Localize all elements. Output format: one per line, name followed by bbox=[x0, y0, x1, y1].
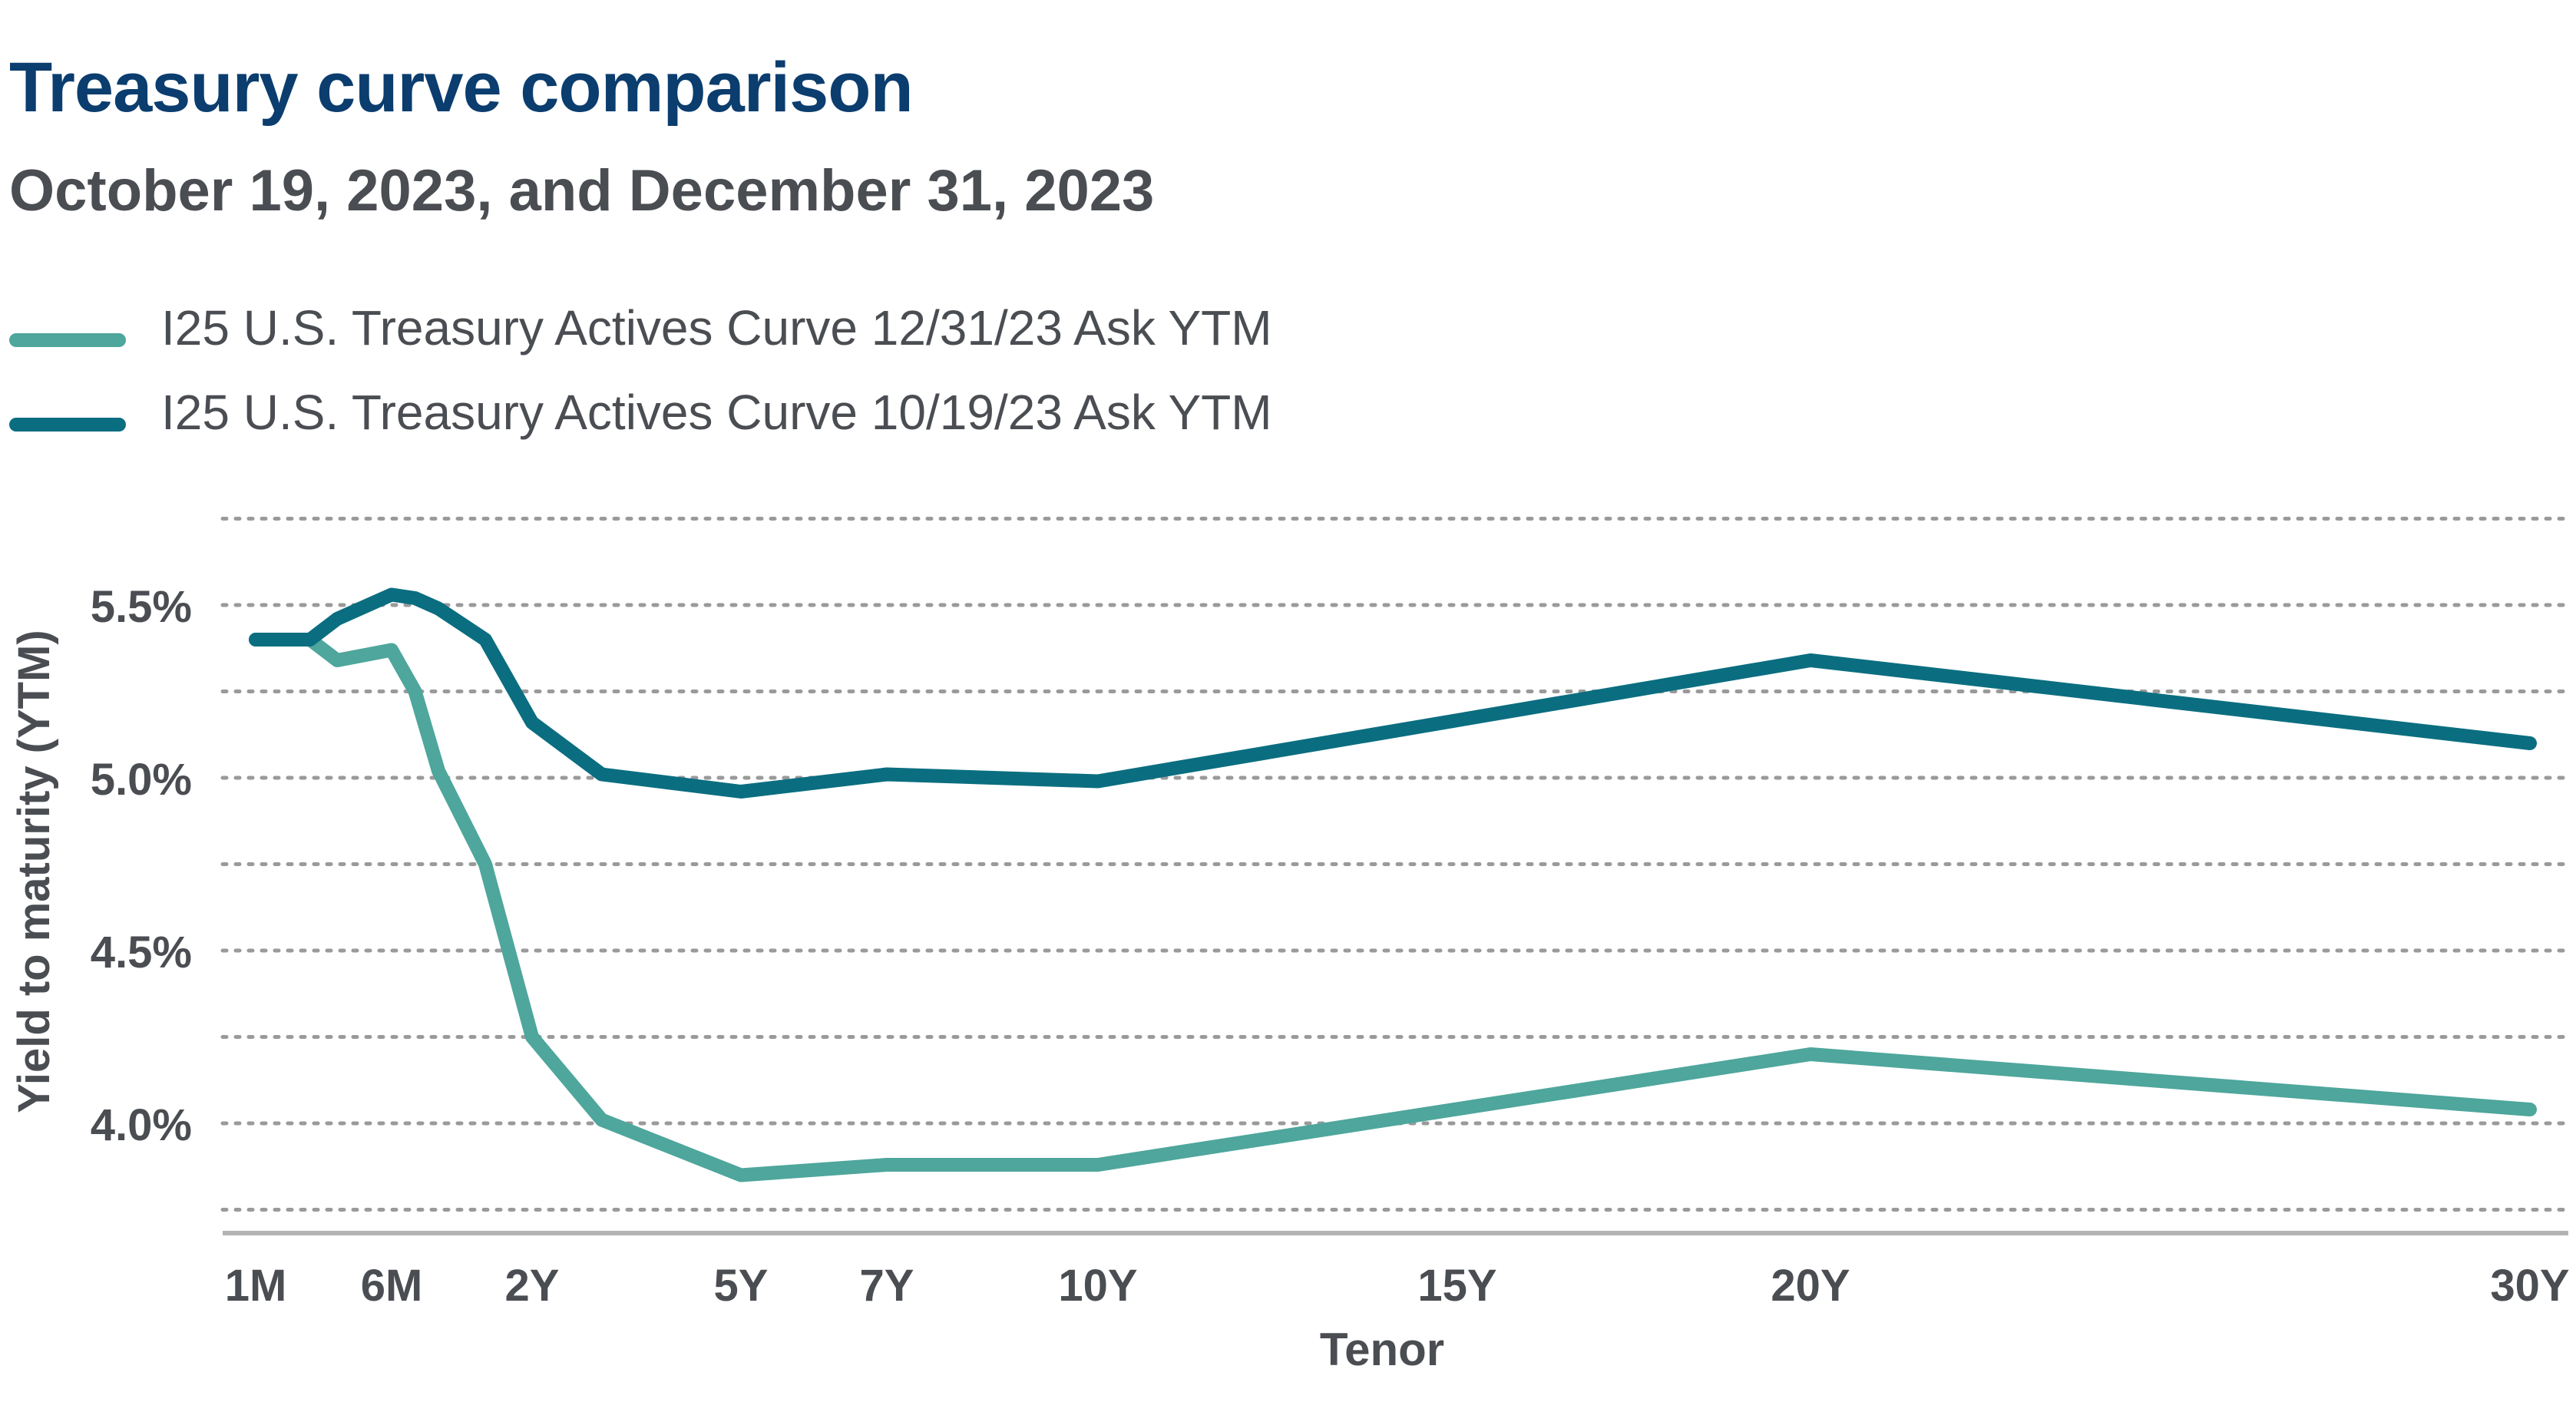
legend-swatch-oct bbox=[9, 418, 126, 432]
y-axis-label: Yield to maturity (YTM) bbox=[9, 630, 59, 1113]
y-tick-label: 4.5% bbox=[91, 928, 192, 977]
x-tick-label: 1M bbox=[225, 1261, 287, 1311]
x-tick-label: 15Y bbox=[1417, 1261, 1496, 1311]
x-tick-labels: 1M 6M 2Y 5Y 7Y 10Y 15Y 20Y 30Y bbox=[225, 1261, 2570, 1311]
series-line-oct-2023 bbox=[249, 587, 2537, 799]
x-tick-label: 20Y bbox=[1771, 1261, 1850, 1311]
chart-title: Treasury curve comparison bbox=[9, 48, 914, 127]
x-tick-label: 5Y bbox=[714, 1261, 769, 1311]
legend-label-dec: I25 U.S. Treasury Actives Curve 12/31/23… bbox=[161, 300, 1272, 356]
x-axis-label: Tenor bbox=[1320, 1324, 1444, 1375]
chart-subtitle: October 19, 2023, and December 31, 2023 bbox=[9, 158, 1155, 223]
y-tick-labels: 4.0% 4.5% 5.0% 5.5% bbox=[91, 582, 192, 1150]
x-tick-label: 2Y bbox=[505, 1261, 560, 1311]
y-tick-label: 5.5% bbox=[91, 582, 192, 632]
legend-swatch-dec bbox=[9, 333, 126, 347]
gridlines bbox=[220, 517, 2571, 1212]
x-tick-label: 6M bbox=[361, 1261, 423, 1311]
series-line-dec-2023 bbox=[249, 633, 2537, 1182]
y-tick-label: 5.0% bbox=[91, 755, 192, 805]
x-tick-label: 30Y bbox=[2490, 1261, 2569, 1311]
x-tick-label: 7Y bbox=[860, 1261, 914, 1311]
x-tick-label: 10Y bbox=[1058, 1261, 1137, 1311]
series-lines bbox=[249, 587, 2537, 1182]
legend-label-oct: I25 U.S. Treasury Actives Curve 10/19/23… bbox=[161, 385, 1272, 440]
y-tick-label: 4.0% bbox=[91, 1100, 192, 1150]
